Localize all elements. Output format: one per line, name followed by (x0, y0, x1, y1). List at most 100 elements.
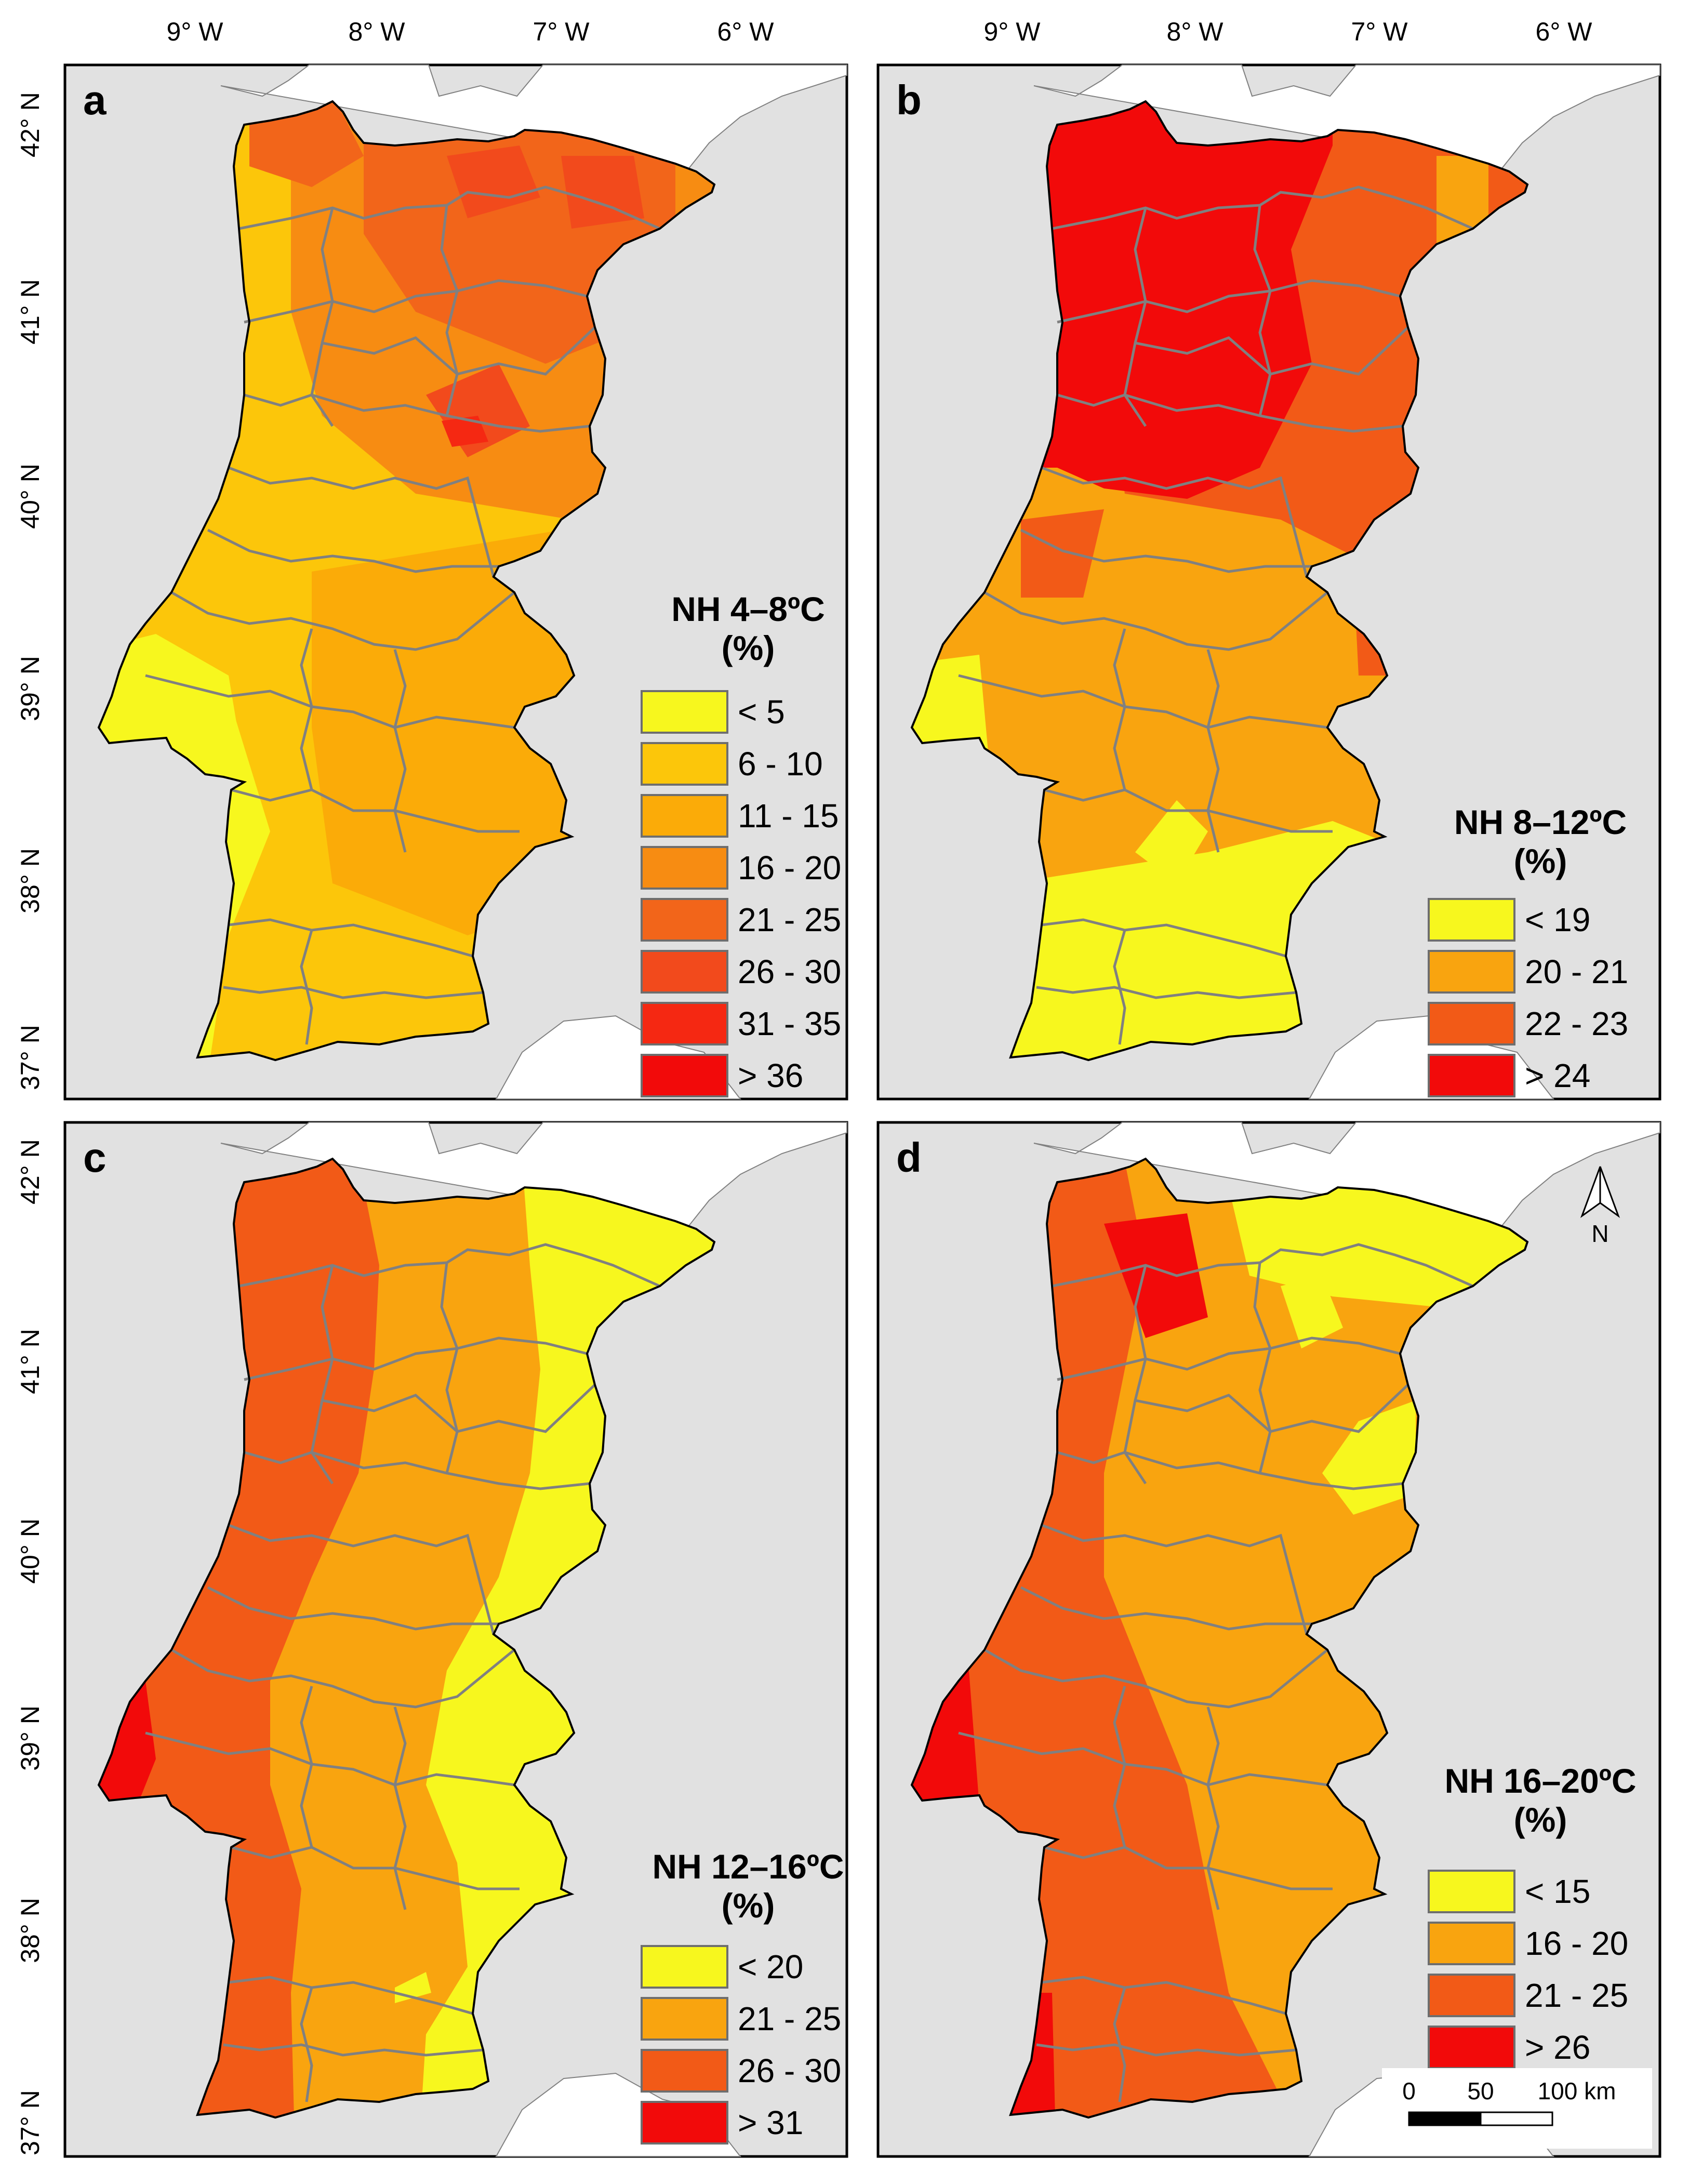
zone-c-1 (99, 1159, 379, 2117)
top-longitude-labels: 9° W 8° W 7° W 6° W 9° W 8° W 7° W 6° W (167, 17, 1593, 46)
legend-c-swatch-0 (641, 1945, 728, 1989)
lon-label-8w-b: 8° W (1167, 17, 1224, 46)
legend-b-swatch-0 (1428, 898, 1515, 942)
legend-c-label-3: > 31 (738, 2104, 803, 2141)
zone-d-7 (1281, 1276, 1343, 1348)
lat-label-37n-c: 37° N (16, 2090, 45, 2155)
lat-label-39n-a: 39° N (16, 656, 45, 721)
lat-label-38n-c: 38° N (16, 1898, 45, 1963)
legend-b-label-3: > 24 (1525, 1057, 1590, 1094)
legend-c-swatch-3 (641, 2101, 728, 2145)
north-arrow: N (1580, 1166, 1620, 1247)
lat-label-40n-a: 40° N (16, 464, 45, 529)
lon-label-9w-a: 9° W (167, 17, 224, 46)
north-arrow-right-icon (1599, 1166, 1620, 1219)
lat-label-40n-c: 40° N (16, 1518, 45, 1584)
scale-tick-50: 50 (1467, 2077, 1494, 2104)
legend-b-title: NH 8–12ºC (1454, 803, 1627, 841)
legend-a-label-3: 16 - 20 (738, 849, 841, 886)
zone-a-9 (561, 156, 644, 229)
zone-b-1 (1010, 821, 1385, 1060)
panel-b-label: b (896, 77, 922, 123)
legend-b-label-2: 22 - 23 (1525, 1005, 1628, 1042)
zone-d-4 (1104, 1213, 1208, 1338)
lat-label-39n-c: 39° N (16, 1705, 45, 1771)
legend-c-label-2: 26 - 30 (738, 2052, 841, 2089)
legend-b-swatch-1 (1428, 950, 1515, 994)
legend-d-label-2: 21 - 25 (1525, 1977, 1628, 2014)
legend-d-swatch-1 (1428, 1922, 1515, 1965)
zone-d-6 (1322, 1400, 1416, 1515)
legend-c: NH 12–16ºC (%) < 20 21 - 25 26 - 30 > 31 (641, 1847, 844, 2145)
lon-label-7w-b: 7° W (1351, 17, 1408, 46)
lat-label-42n-a: 42° N (16, 92, 45, 157)
lon-label-6w-a: 6° W (717, 17, 775, 46)
legend-a-label-0: < 5 (738, 693, 785, 731)
lon-label-6w-b: 6° W (1536, 17, 1593, 46)
legend-d-swatch-2 (1428, 1974, 1515, 2017)
legend-d-label-3: > 26 (1525, 2029, 1590, 2066)
scale-tick-100: 100 km (1538, 2077, 1616, 2104)
panel-b: b NH 8–12ºC (%) < 19 20 - 21 22 - 23 > 24 (876, 63, 1661, 1101)
spain-land-top-b (1033, 64, 1660, 170)
legend-a-swatch-5 (641, 950, 728, 994)
legend-a-label-6: 31 - 35 (738, 1005, 841, 1042)
legend-a-swatch-7 (641, 1054, 728, 1097)
zone-b-3 (1135, 800, 1208, 883)
legend-a-swatch-3 (641, 846, 728, 890)
north-arrow-label: N (1591, 1220, 1608, 1247)
panel-a: a NH 4–8ºC (%) < 5 6 - 10 11 - 15 16 - 20 21… (63, 63, 848, 1101)
legend-a-label-5: 26 - 30 (738, 953, 841, 990)
legend-a: NH 4–8ºC (%) < 5 6 - 10 11 - 15 16 - 20 21 -… (641, 590, 841, 1097)
legend-c-swatch-2 (641, 2049, 728, 2093)
scale-bar-background (1382, 2068, 1652, 2149)
left-latitude-labels: 42° N 41° N 40° N 39° N 38° N 37° N 42° … (16, 92, 45, 2155)
panel-d: d N NH 16–20ºC (%) < 15 16 - 20 21 - 25 > 2… (876, 1121, 1661, 2158)
legend-c-label-1: 21 - 25 (738, 2000, 841, 2037)
legend-b: NH 8–12ºC (%) < 19 20 - 21 22 - 23 > 24 (1428, 803, 1628, 1097)
legend-c-unit: (%) (722, 1886, 775, 1925)
legend-a-swatch-6 (641, 1002, 728, 1045)
lat-label-42n-c: 42° N (16, 1139, 45, 1204)
lon-label-7w-a: 7° W (533, 17, 590, 46)
legend-d-title: NH 16–20ºC (1445, 1762, 1637, 1800)
legend-d-label-0: < 15 (1525, 1873, 1590, 1910)
scale-segment-white (1480, 2111, 1553, 2126)
panel-c: c NH 12–16ºC (%) < 20 21 - 25 26 - 30 > 31 (63, 1121, 848, 2158)
legend-a-swatch-2 (641, 794, 728, 838)
legend-d-swatch-0 (1428, 1870, 1515, 1913)
lat-label-41n-a: 41° N (16, 279, 45, 345)
legend-c-title: NH 12–16ºC (653, 1847, 844, 1886)
lat-label-38n-a: 38° N (16, 848, 45, 914)
scale-segment-black (1408, 2111, 1482, 2126)
lon-label-9w-b: 9° W (984, 17, 1041, 46)
zone-a-8 (447, 145, 540, 218)
legend-a-swatch-0 (641, 690, 728, 734)
scale-tick-0: 0 (1402, 2077, 1416, 2104)
legend-b-label-1: 20 - 21 (1525, 953, 1628, 990)
legend-b-swatch-3 (1428, 1054, 1515, 1097)
legend-a-label-4: 21 - 25 (738, 901, 841, 938)
legend-a-label-7: > 36 (738, 1057, 803, 1094)
legend-b-swatch-2 (1428, 1002, 1515, 1045)
legend-c-swatch-1 (641, 1997, 728, 2041)
spain-land-top-d (1033, 1122, 1660, 1227)
panel-d-label: d (896, 1134, 922, 1181)
panel-c-label: c (83, 1134, 107, 1181)
legend-a-title: NH 4–8ºC (671, 590, 825, 628)
spain-land-top-a (220, 64, 847, 170)
lat-label-41n-c: 41° N (16, 1329, 45, 1394)
spain-land-top-c (220, 1122, 847, 1227)
legend-d: NH 16–20ºC (%) < 15 16 - 20 21 - 25 > 26 (1428, 1762, 1637, 2069)
zone-a-10 (442, 416, 488, 447)
legend-b-label-0: < 19 (1525, 901, 1590, 938)
legend-d-swatch-3 (1428, 2026, 1515, 2069)
legend-b-unit: (%) (1514, 842, 1567, 880)
legend-c-label-0: < 20 (738, 1948, 803, 1986)
legend-a-label-2: 11 - 15 (738, 797, 839, 835)
lat-label-37n-a: 37° N (16, 1025, 45, 1090)
scale-bar: 0 50 100 km (1382, 2068, 1652, 2149)
legend-d-unit: (%) (1514, 1801, 1567, 1839)
zone-d-5 (1229, 1187, 1527, 1307)
